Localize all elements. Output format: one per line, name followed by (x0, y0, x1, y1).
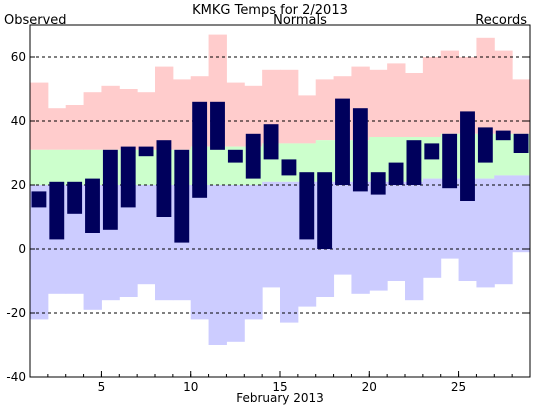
record-high-band (297, 95, 317, 144)
record-low-band (226, 185, 245, 342)
observed-bar (370, 172, 386, 195)
record-high-band (119, 89, 138, 150)
record-high-band (226, 82, 245, 147)
normal-band (369, 137, 388, 182)
record-high-band (65, 105, 85, 150)
record-low-band (262, 181, 281, 288)
record-low-band (351, 181, 370, 294)
normal-band (297, 143, 317, 182)
record-high-band (440, 50, 460, 134)
observed-bar (31, 191, 47, 208)
y-tick-label: 60 (11, 50, 26, 64)
record-high-band (315, 79, 335, 141)
x-axis-title: February 2013 (236, 391, 324, 405)
record-high-band (172, 79, 192, 150)
record-low-band (422, 178, 442, 278)
legend-records: Records (475, 13, 527, 28)
observed-bar (120, 146, 136, 208)
observed-bar (49, 181, 65, 240)
record-high-band (101, 85, 120, 150)
y-tick-label: -40 (6, 370, 26, 384)
y-tick-label: -20 (6, 306, 26, 320)
record-high-band (512, 79, 531, 134)
x-tick-label: 15 (272, 380, 287, 394)
record-low-band (333, 181, 352, 275)
normal-band (30, 149, 49, 185)
record-low-band (476, 178, 495, 288)
normal-band (65, 149, 85, 185)
record-high-band (387, 63, 406, 137)
record-high-band (30, 82, 49, 150)
normal-band (208, 146, 227, 185)
observed-bar (460, 111, 475, 201)
observed-bar (442, 133, 458, 189)
record-high-band (405, 73, 424, 137)
record-high-band (422, 57, 442, 137)
observed-bar (210, 101, 225, 150)
observed-bar (352, 108, 368, 192)
record-low-band (369, 181, 388, 291)
observed-bar (495, 130, 511, 141)
normal-band (494, 133, 513, 176)
record-high-band (155, 66, 174, 150)
normal-band (47, 149, 67, 185)
observed-bar (299, 172, 315, 240)
record-high-band (244, 85, 263, 147)
record-high-band (47, 108, 67, 150)
record-low-band (387, 181, 406, 281)
record-low-band (119, 185, 138, 297)
legend-normals: Normals (273, 13, 327, 28)
observed-bar (477, 127, 493, 163)
observed-bar (388, 162, 404, 185)
observed-bar (227, 149, 243, 163)
record-low-band (280, 181, 299, 323)
y-tick-label: 20 (11, 178, 26, 192)
record-low-band (512, 175, 531, 253)
record-low-band (405, 181, 424, 301)
record-high-band (369, 69, 388, 137)
record-low-band (208, 185, 227, 345)
x-tick-label: 5 (98, 380, 106, 394)
record-high-band (494, 50, 513, 134)
observed-bar (406, 140, 422, 185)
record-low-band (440, 178, 460, 259)
observed-layer (31, 98, 529, 249)
observed-bar (102, 149, 118, 230)
record-high-band (280, 69, 299, 144)
observed-bar (156, 140, 172, 217)
y-tick-label: 40 (11, 114, 26, 128)
legend-observed: Observed (4, 13, 67, 28)
axis-layer: -40 -20 0 20 40 60 5 10 15 20 25 (6, 50, 531, 394)
record-low-band (137, 185, 156, 285)
record-low-band (458, 178, 477, 281)
observed-bar (245, 133, 261, 179)
observed-bar (335, 98, 350, 185)
record-high-band (476, 37, 495, 134)
x-tick-label: 25 (451, 380, 466, 394)
observed-bar (424, 143, 440, 160)
record-low-band (494, 175, 513, 285)
observed-bar (263, 124, 279, 160)
record-low-band (30, 185, 49, 320)
normal-band (137, 149, 156, 185)
observed-bar (85, 178, 100, 233)
observed-bar (281, 159, 297, 176)
observed-bar (174, 149, 190, 243)
x-tick-label: 20 (362, 380, 377, 394)
observed-bar (513, 133, 529, 153)
observed-bar (138, 146, 154, 157)
normal-band (315, 140, 335, 182)
record-low-band (244, 185, 263, 320)
observed-bar (192, 101, 208, 198)
observed-bar (67, 181, 83, 214)
record-low-band (190, 185, 210, 320)
chart-title: KMKG Temps for 2/2013 (192, 3, 348, 18)
normal-band (83, 149, 102, 185)
observed-bar (317, 172, 333, 249)
x-tick-label: 10 (183, 380, 198, 394)
y-tick-label: 0 (18, 242, 26, 256)
